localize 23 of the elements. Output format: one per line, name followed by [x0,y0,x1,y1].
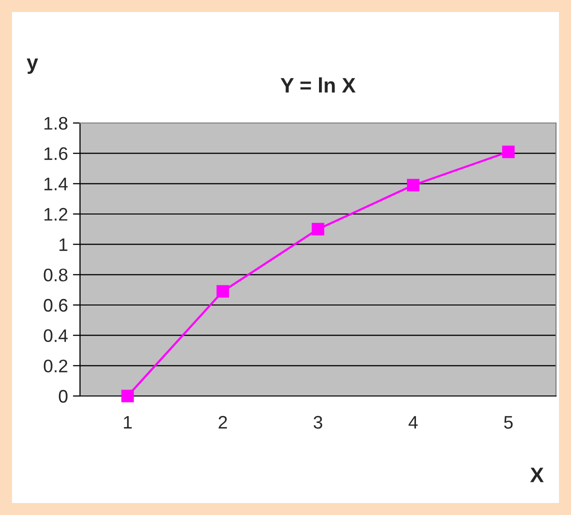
y-tick-label: 1.2 [44,208,68,221]
point [216,285,230,298]
y-tick-label: 0.4 [44,329,68,342]
y-tick-label: 0.6 [44,298,68,312]
point [121,390,134,402]
y-tick-label: 1.4 [44,178,68,190]
point [312,222,324,236]
y-tick-label: 0.2 [44,360,68,372]
y-tick-label: 1 [60,238,68,251]
y-tick-label: 1.8 [44,116,68,130]
x-tick-label: 3 [314,416,322,429]
y-tick-label: 0.8 [44,268,68,282]
point [406,178,420,192]
x-tick-label: 5 [504,416,513,429]
x-tick-label: 4 [408,416,418,429]
y-tick-label: 1.6 [44,147,68,160]
x-tick-label: 2 [218,416,227,429]
chart-title: Y = ln X [280,77,356,92]
point [502,146,515,158]
y-tick-label: 0 [58,390,68,403]
x-axis-title: X [530,468,544,482]
x-tick-label: 1 [124,416,132,429]
y-axis-title: y [26,58,38,74]
